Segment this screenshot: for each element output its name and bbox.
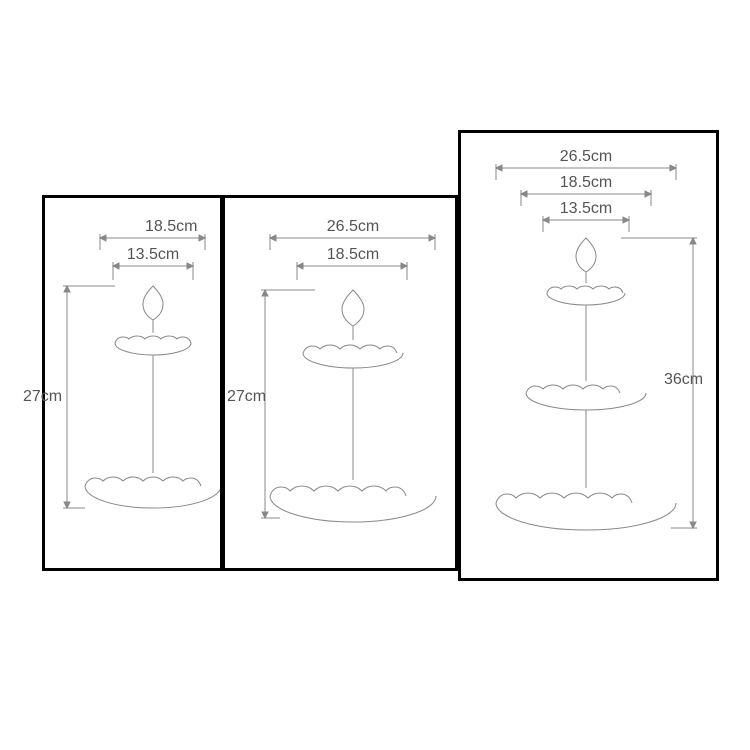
dim-label: 26.5cm [327,218,379,236]
dim-label: 36cm [664,371,703,389]
diagram-container: 18.5cm 13.5cm 27cm [0,0,750,750]
dim-label: 27cm [23,388,62,406]
dim-label: 18.5cm [327,246,379,264]
panel-medium: 26.5cm 18.5cm 27cm [222,195,458,571]
panel-large: 26.5cm 18.5cm 13.5cm 36cm [458,130,719,581]
dim-label: 26.5cm [560,148,612,166]
dim-label: 13.5cm [127,246,179,264]
dim-label: 18.5cm [560,174,612,192]
dim-label: 18.5cm [145,218,197,236]
dim-label: 27cm [227,388,266,406]
dim-label: 13.5cm [560,200,612,218]
panel-small: 18.5cm 13.5cm 27cm [42,195,223,571]
